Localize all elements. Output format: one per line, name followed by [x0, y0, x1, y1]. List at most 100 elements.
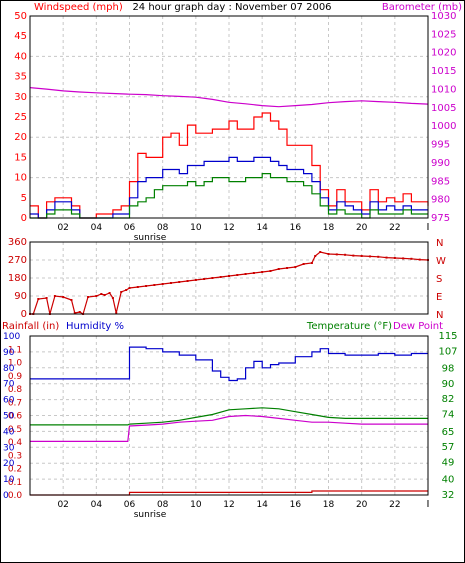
y-temp-tick: 98: [442, 364, 455, 375]
direction-point: [286, 267, 289, 269]
y-right-tick: 1025: [431, 29, 456, 40]
y-left-tick: 40: [14, 51, 27, 62]
direction-point: [136, 286, 139, 288]
x-tick-label: 04: [91, 223, 103, 233]
y-right-tick: 990: [431, 158, 450, 169]
direction-point: [73, 312, 76, 314]
y-humidity-tick: 60: [3, 396, 15, 406]
direction-point: [302, 263, 305, 265]
x-tick-label: 10: [190, 223, 202, 233]
direction-point: [418, 258, 421, 261]
direction-point: [194, 279, 197, 281]
direction-point: [120, 291, 123, 293]
y-left-tick: 45: [14, 31, 27, 42]
y-left-tick: 270: [8, 255, 27, 266]
y-right-tick: E: [436, 292, 442, 303]
p1-title: 24 hour graph day : November 07 2006: [132, 2, 331, 13]
y-temp-tick: 49: [442, 457, 455, 468]
series-barometer: [29, 87, 429, 108]
y-left-tick: 15: [14, 152, 27, 163]
direction-point: [211, 277, 214, 279]
p1-left-label: Windspeed (mph): [34, 2, 123, 13]
y-left-tick: 20: [14, 132, 27, 143]
direction-point: [393, 257, 396, 259]
y-left-tick: 30: [14, 92, 27, 103]
direction-point: [219, 276, 222, 278]
x-tick-label: 18: [323, 223, 335, 233]
y-humidity-tick: 80: [3, 364, 15, 374]
direction-point: [277, 268, 280, 270]
p1-plot-area: [29, 15, 429, 219]
y-humidity-tick: 100: [3, 332, 20, 342]
direction-point: [53, 295, 56, 297]
x-tick-label: 06: [124, 500, 136, 510]
direction-point: [310, 262, 313, 264]
y-rain-tick: 0.8: [8, 385, 23, 395]
p3-y-temp-ticks: 32 40 49 57 65 74 82 90 98 107 115: [438, 331, 457, 501]
direction-point: [70, 299, 73, 301]
direction-point: [62, 296, 65, 298]
y-right-tick: 975: [431, 213, 450, 224]
y-right-tick: S: [436, 274, 442, 285]
y-left-tick: 180: [8, 273, 27, 284]
y-humidity-tick: 90: [3, 348, 15, 358]
x-tick-label: 12: [223, 223, 234, 233]
x-tick-label: 18: [323, 500, 335, 510]
x-tick-label: 12: [223, 500, 234, 510]
direction-point: [45, 297, 48, 299]
direction-point: [352, 254, 355, 257]
series-temperature: [30, 407, 428, 426]
x-tick-label: 20: [356, 223, 368, 233]
direction-point: [95, 295, 98, 297]
direction-point: [186, 280, 189, 282]
y-temp-tick: 65: [442, 427, 455, 438]
y-left-tick: 25: [14, 112, 27, 123]
y-temp-tick: 115: [438, 331, 457, 342]
y-humidity-tick: 30: [3, 443, 15, 453]
p3-x-ticks: 02 04 06 08 10 12 14 16 18 20 22: [57, 500, 400, 510]
y-humidity-tick: 40: [3, 427, 15, 437]
direction-point: [78, 311, 81, 313]
y-right-tick: 1015: [431, 66, 456, 77]
direction-point: [87, 296, 90, 298]
x-tick-label: 16: [290, 223, 302, 233]
x-tick-label: 16: [290, 500, 302, 510]
y-humidity-tick: 50: [3, 412, 15, 422]
p1-x-end-tick: I: [427, 222, 430, 233]
direction-point: [327, 253, 330, 255]
p1-sunrise-label: sunrise: [134, 233, 167, 243]
p3-sunrise-label: sunrise: [134, 510, 167, 520]
y-right-tick: 980: [431, 195, 450, 206]
x-tick-label: 22: [389, 500, 400, 510]
direction-point: [385, 256, 388, 259]
direction-point: [344, 253, 347, 256]
direction-point: [368, 255, 371, 258]
y-left-tick: 50: [14, 11, 27, 22]
direction-point: [111, 297, 114, 299]
direction-point: [108, 292, 111, 294]
x-tick-label: 04: [91, 500, 103, 510]
p2-y-left-ticks: 360 270 180 90 0: [8, 237, 27, 320]
x-tick-label: 20: [356, 500, 368, 510]
y-rain-tick: 0.3: [8, 451, 22, 461]
y-temp-tick: 40: [442, 475, 455, 486]
y-left-tick: 360: [8, 237, 27, 248]
direction-point: [103, 294, 106, 296]
y-humidity-tick: 20: [3, 459, 15, 469]
direction-point: [319, 251, 322, 253]
x-tick-label: 14: [256, 500, 268, 510]
p2-plot-area: [29, 241, 429, 315]
p3-y-humidity-ticks: 0 10 20 30 40 50 60 70 80 90 100: [3, 332, 20, 501]
y-temp-tick: 57: [442, 442, 455, 453]
series-wind_gust: [30, 112, 429, 219]
x-tick-label: 08: [157, 223, 169, 233]
x-tick-label: 08: [157, 500, 169, 510]
y-rain-tick: 0.6: [8, 412, 23, 422]
y-right-tick: W: [436, 256, 446, 267]
p3-plot-area: [29, 335, 429, 496]
direction-point: [402, 257, 405, 260]
y-left-tick: 35: [14, 72, 27, 83]
direction-point: [125, 289, 128, 291]
